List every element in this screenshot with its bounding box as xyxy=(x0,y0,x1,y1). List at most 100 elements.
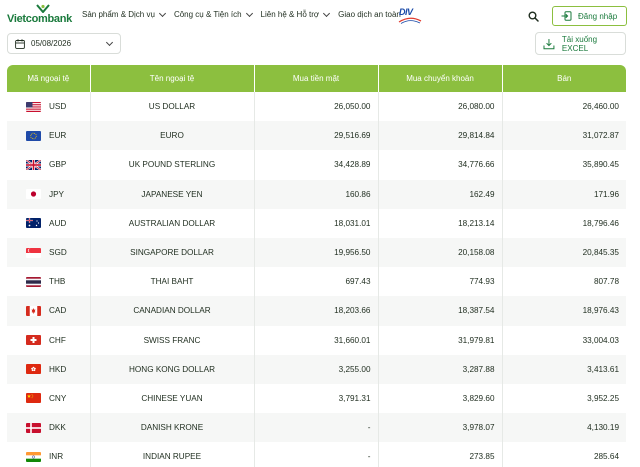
download-icon xyxy=(543,38,555,49)
table-row: JPY JAPANESE YEN 160.86 162.49 171.96 xyxy=(7,179,626,209)
currency-code-cell: JPY xyxy=(7,179,91,209)
currency-name: CHINESE YUAN xyxy=(90,383,255,414)
table-row: CAD CANADIAN DOLLAR 18,203.66 18,387.54 18,9… xyxy=(7,296,626,326)
login-icon xyxy=(561,11,572,21)
table-row: CHF SWISS FRANC 31,660.01 31,979.81 33,004.0… xyxy=(7,325,626,355)
date-picker[interactable]: 05/08/2026 xyxy=(7,33,121,54)
brand-name: Vietcombank xyxy=(7,13,72,25)
transfer-buy-rate: 3,287.88 xyxy=(378,354,503,384)
currency-name: US DOLLAR xyxy=(90,92,255,122)
currency-code: USD xyxy=(49,102,67,112)
transfer-buy-rate: 31,979.81 xyxy=(378,325,503,355)
partner-logo[interactable]: DIV xyxy=(398,7,422,25)
chevron-down-icon xyxy=(323,9,331,17)
currency-code-cell: SGD xyxy=(7,237,91,268)
partner-logo-text: DIV xyxy=(399,7,413,17)
currency-code-cell: THB xyxy=(7,267,91,297)
header-cash-buy: Mua tiền mặt xyxy=(254,65,379,92)
currency-code: CNY xyxy=(49,393,67,403)
sell-rate: 3,952.25 xyxy=(587,393,619,403)
jp-flag-icon xyxy=(26,189,41,200)
transfer-buy-rate: 18,387.54 xyxy=(378,296,503,326)
hk-flag-icon xyxy=(26,364,41,375)
login-button[interactable]: Đăng nhập xyxy=(552,6,627,26)
table-row: CNY CHINESE YUAN 3,791.31 3,829.60 3,952.25 xyxy=(7,383,626,414)
cash-buy-rate: 3,255.00 xyxy=(254,354,379,384)
currency-code-cell: DKK xyxy=(7,413,91,443)
sell-rate: 4,130.19 xyxy=(502,413,626,443)
sell-rate: 31,072.87 xyxy=(502,121,626,151)
sell-rate: 20,845.35 xyxy=(502,237,626,268)
currency-name: DANISH KRONE xyxy=(90,413,255,443)
currency-code-cell: CAD xyxy=(7,296,91,326)
search-icon xyxy=(528,11,539,22)
currency-name: JAPANESE YEN xyxy=(90,179,255,209)
us-flag-icon xyxy=(26,101,41,112)
sell-rate: 285.64 xyxy=(593,452,619,462)
nav-item[interactable]: Liên hệ & Hỗ trợ xyxy=(260,9,331,19)
gb-flag-icon xyxy=(26,159,41,170)
vietcombank-logo-mark xyxy=(36,4,50,13)
currency-code-cell: INR xyxy=(7,442,91,467)
table-row: THB THAI BAHT 697.43 774.93 807.78 xyxy=(7,267,626,297)
sell-rate: 18,976.43 xyxy=(502,296,626,326)
table-row: HKD HONG KONG DOLLAR 3,255.00 3,287.88 3,413… xyxy=(7,354,626,384)
currency-code-cell: CNY xyxy=(7,383,91,414)
currency-code: SGD xyxy=(49,248,67,258)
currency-name: UK POUND STERLING xyxy=(90,150,255,180)
currency-code: EUR xyxy=(49,131,67,141)
sell-rate: 26,460.00 xyxy=(582,102,619,112)
cash-buy-rate: - xyxy=(254,442,379,467)
currency-code: GBP xyxy=(49,160,67,170)
currency-name: HONG KONG DOLLAR xyxy=(90,354,255,384)
cash-buy-rate: 160.86 xyxy=(254,179,379,209)
transfer-buy-rate: 20,158.08 xyxy=(378,237,503,268)
login-label: Đăng nhập xyxy=(578,11,618,21)
nav-item[interactable]: Sản phẩm & Dịch vụ xyxy=(82,9,166,19)
download-label: Tải xuống EXCEL xyxy=(561,34,598,53)
dk-flag-icon xyxy=(26,422,41,433)
chevron-down-icon xyxy=(158,9,166,17)
currency-code-cell: GBP xyxy=(7,150,91,180)
transfer-buy-rate: 18,213.14 xyxy=(378,208,503,238)
currency-code: CHF xyxy=(49,335,66,345)
cash-buy-rate: - xyxy=(254,413,379,443)
currency-name: EURO xyxy=(90,121,255,151)
cash-buy-rate: 18,031.01 xyxy=(254,208,379,238)
sg-flag-icon xyxy=(26,247,41,258)
currency-code: DKK xyxy=(49,423,66,433)
header-currency-name: Tên ngoại tệ xyxy=(90,65,255,92)
cash-buy-rate: 26,050.00 xyxy=(254,92,379,122)
exchange-rate-table: Mã ngoại tệ Tên ngoại tệ Mua tiền mặt Mu… xyxy=(7,65,626,467)
currency-code: CAD xyxy=(49,306,67,316)
cash-buy-rate: 31,660.01 xyxy=(254,325,379,355)
download-excel-button[interactable]: Tải xuống EXCEL xyxy=(535,32,626,55)
currency-name: SWISS FRANC xyxy=(90,325,255,355)
table-header-row: Mã ngoại tệ Tên ngoại tệ Mua tiền mặt Mu… xyxy=(7,65,626,92)
vietcombank-logo[interactable]: Vietcombank xyxy=(7,4,77,26)
search-button[interactable] xyxy=(522,5,544,27)
table-row: EUR EURO 29,516.69 29,814.84 31,072.87 xyxy=(7,121,626,151)
top-header: Vietcombank Sản phẩm & Dịch vụ Công cụ & … xyxy=(0,0,640,32)
table-body: USD US DOLLAR 26,050.00 26,080.00 26,460.00 E… xyxy=(7,92,626,467)
chevron-down-icon xyxy=(245,9,253,17)
nav-item[interactable]: Giao dịch an toàn xyxy=(338,10,401,19)
table-row: INR INDIAN RUPEE -273.85 285.64 xyxy=(7,442,626,467)
ca-flag-icon xyxy=(26,305,41,316)
table-row: GBP UK POUND STERLING 34,428.89 34,776.66 35… xyxy=(7,150,626,180)
nav-item-label: Liên hệ & Hỗ trợ xyxy=(260,10,320,19)
currency-code-cell: USD xyxy=(7,92,91,122)
cash-buy-rate: 697.43 xyxy=(254,267,379,297)
eu-flag-icon xyxy=(26,130,41,141)
currency-code: AUD xyxy=(49,218,67,228)
table-row: AUD AUSTRALIAN DOLLAR 18,031.01 18,213.14 18… xyxy=(7,208,626,238)
table-row: USD US DOLLAR 26,050.00 26,080.00 26,460.00 xyxy=(7,92,626,122)
currency-code-cell: EUR xyxy=(7,121,91,151)
date-value: 05/08/2026 xyxy=(31,39,72,48)
nav-item[interactable]: Công cụ & Tiện ích xyxy=(174,9,253,19)
sell-rate: 33,004.03 xyxy=(582,335,619,345)
table-row: DKK DANISH KRONE -3,978.07 4,130.19 xyxy=(7,413,626,443)
cash-buy-rate: 29,516.69 xyxy=(254,121,379,151)
transfer-buy-rate: 3,829.60 xyxy=(378,383,503,414)
currency-name: SINGAPORE DOLLAR xyxy=(90,237,255,268)
